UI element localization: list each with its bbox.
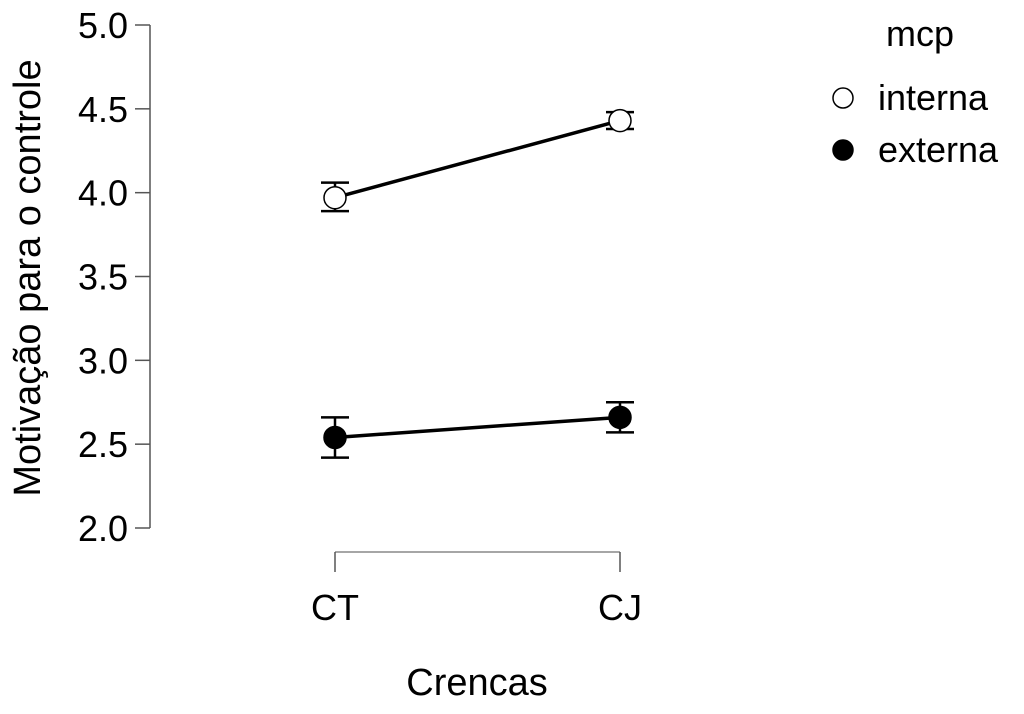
series-interna	[321, 108, 634, 213]
data-point	[323, 185, 347, 210]
y-tick-label: 2.0	[78, 508, 128, 549]
series-line	[334, 415, 621, 440]
x-axis: CT CJ	[311, 551, 642, 628]
data-point	[323, 425, 347, 450]
legend-title: mcp	[886, 13, 954, 54]
series-externa	[321, 401, 634, 459]
y-tick-label: 3.5	[78, 257, 128, 298]
y-tick-label: 3.0	[78, 340, 128, 381]
y-axis: 2.0 2.5 3.0 3.5 4.0 4.5 5.0	[78, 5, 151, 549]
legend: mcp interna externa	[832, 13, 999, 170]
legend-marker	[832, 87, 854, 109]
y-tick-label: 2.5	[78, 424, 128, 465]
series-layer	[321, 108, 634, 459]
x-axis-title: Crencas	[406, 662, 548, 704]
legend-label: interna	[878, 77, 989, 118]
y-axis-title: Motivação para o controle	[7, 59, 49, 496]
legend-label: externa	[878, 129, 999, 170]
x-tick-label: CT	[311, 587, 359, 628]
y-tick-label: 5.0	[78, 5, 128, 46]
y-tick-label: 4.5	[78, 89, 128, 130]
series-line	[334, 118, 621, 200]
y-tick-label: 4.0	[78, 173, 128, 214]
data-point	[608, 108, 632, 133]
x-tick-label: CJ	[598, 587, 642, 628]
data-point	[608, 405, 632, 430]
legend-marker	[832, 139, 854, 161]
